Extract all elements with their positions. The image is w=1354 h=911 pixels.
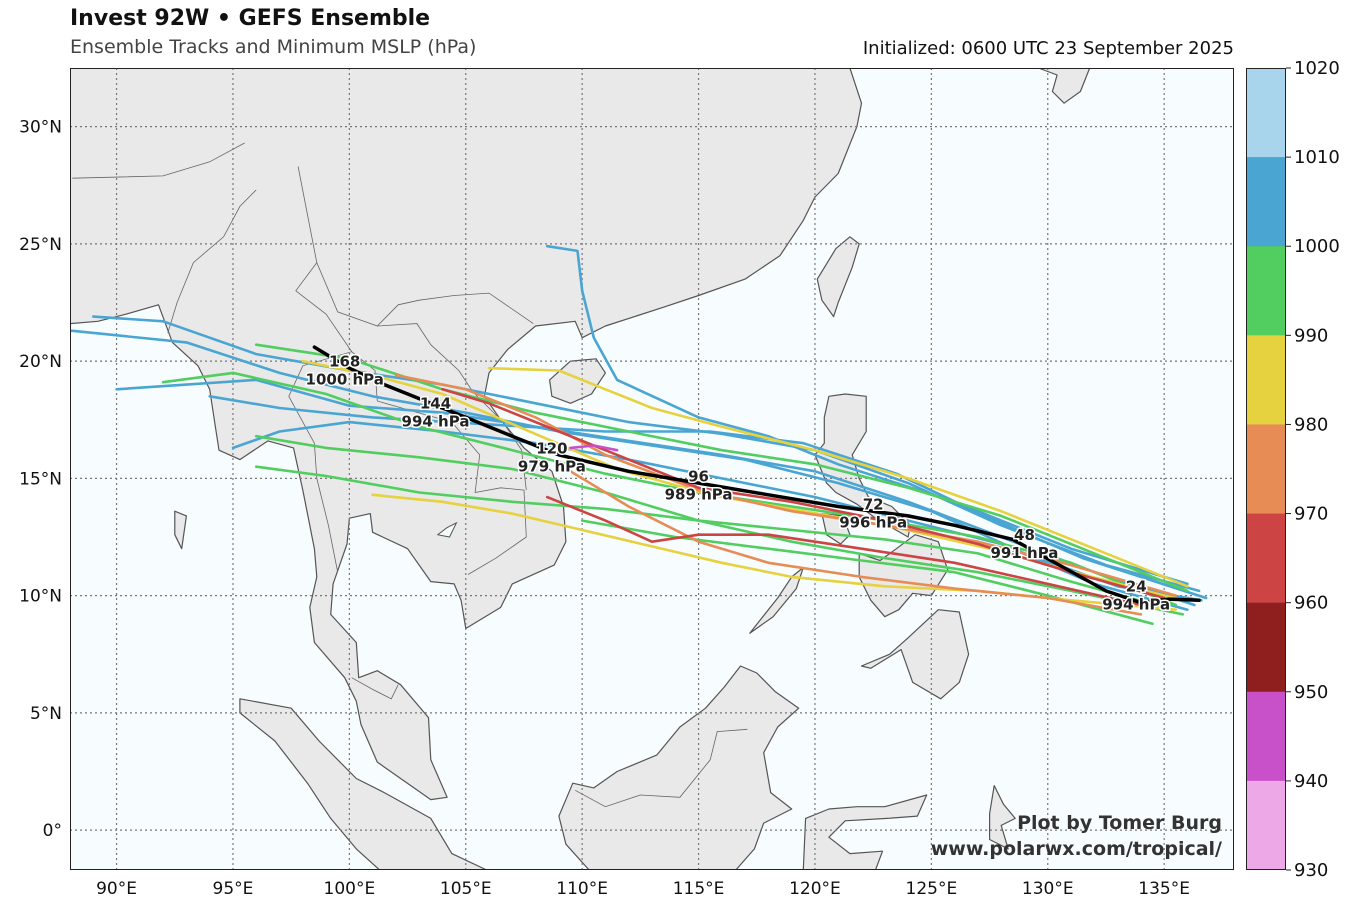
hainan-land <box>549 358 606 404</box>
colorbar-bin <box>1246 335 1286 425</box>
country-border <box>351 677 399 700</box>
graticule <box>70 68 1234 870</box>
mslp-label: 994 hPa <box>402 413 470 431</box>
colorbar-bin <box>1246 68 1286 158</box>
ensemble-mean-track <box>312 345 1201 605</box>
country-border <box>297 166 534 327</box>
latitude-tick-label: 30°N <box>19 118 62 138</box>
forecast-hour-label: 24 <box>1126 578 1147 596</box>
colorbar-tick-label: 980 <box>1294 414 1328 435</box>
country-border <box>72 142 245 179</box>
halmahera-land <box>989 785 1016 850</box>
initialized-time: Initialized: 0600 UTC 23 September 2025 <box>862 38 1234 59</box>
latitude-tick-label: 25°N <box>19 235 62 255</box>
ensemble-member-track <box>161 371 1178 607</box>
sri-tip-island <box>174 510 187 550</box>
ensemble-member-track <box>441 388 1166 600</box>
colorbar-bin <box>1246 246 1286 336</box>
mslp-label: 991 hPa <box>991 544 1059 562</box>
ensemble-member-track <box>208 395 1208 600</box>
latitude-tick-label: 10°N <box>19 587 62 607</box>
longitude-tick-label: 105°E <box>440 879 492 899</box>
ensemble-member-track <box>545 495 1143 607</box>
country-border <box>167 189 257 334</box>
colorbar-tick-label: 960 <box>1294 593 1328 614</box>
tonle-sap-lake <box>436 521 458 538</box>
ensemble-tracks <box>70 244 1208 626</box>
mslp-label: 996 hPa <box>839 514 907 532</box>
colorbar-tick-label: 1000 <box>1294 236 1340 257</box>
taiwan-land <box>816 236 860 318</box>
sumatra-land <box>239 698 488 870</box>
colorbar-bin <box>1246 602 1286 693</box>
longitude-tick-label: 130°E <box>1022 879 1074 899</box>
forecast-hour-label: 120 <box>536 439 567 457</box>
ensemble-member-track <box>487 366 1189 588</box>
latitude-tick-label: 15°N <box>19 469 62 489</box>
longitude-tick-label: 115°E <box>673 879 725 899</box>
kyushu-land <box>1037 68 1091 104</box>
mindanao-land <box>860 609 970 700</box>
longitude-tick-label: 100°E <box>324 879 376 899</box>
latitude-tick-label: 0° <box>43 821 62 841</box>
chart-subtitle: Ensemble Tracks and Minimum MSLP (hPa) <box>70 36 477 58</box>
forecast-hour-label: 144 <box>420 395 451 413</box>
borneo-land <box>558 665 800 870</box>
mslp-label: 994 hPa <box>1102 596 1170 614</box>
forecast-hour-label: 168 <box>329 353 360 371</box>
country-border <box>288 262 353 573</box>
colorbar-tick-label: 930 <box>1294 860 1328 881</box>
country-border <box>575 728 748 808</box>
ensemble-member-track <box>394 373 1178 597</box>
mslp-label: 989 hPa <box>665 485 733 503</box>
colorbar-border <box>1246 68 1286 870</box>
longitude-tick-label: 90°E <box>96 879 137 899</box>
mslp-label: 979 hPa <box>518 457 586 475</box>
colorbar-tick-label: 970 <box>1294 504 1328 525</box>
map-border <box>70 68 1234 870</box>
ensemble-member-track <box>254 465 1166 609</box>
colorbar-bin <box>1246 513 1286 604</box>
forecast-hour-label: 96 <box>688 467 709 485</box>
mslp-label: 1000 hPa <box>306 371 384 389</box>
ensemble-member-track <box>569 444 619 452</box>
colorbar-tick-labels: 1020 1010 1000 990 980 970 960 950 940 930 <box>1286 58 1340 881</box>
mean-track-line <box>312 345 1201 605</box>
mslp-colorbar <box>1246 68 1286 870</box>
longitude-tick-label: 110°E <box>556 879 608 899</box>
ensemble-member-track <box>92 315 1201 593</box>
longitude-tick-label: 95°E <box>213 879 254 899</box>
country-border <box>377 323 527 491</box>
forecast-hour-label: 72 <box>863 496 884 514</box>
longitude-tick-label: 125°E <box>906 879 958 899</box>
chart-title: Invest 92W • GEFS Ensemble <box>70 6 431 31</box>
colorbar-bin <box>1246 157 1286 247</box>
colorbar-bin <box>1246 691 1286 782</box>
sulawesi-land <box>802 794 928 870</box>
colorbar-tick-label: 950 <box>1294 682 1328 703</box>
colorbar-tick-label: 1020 <box>1294 58 1340 79</box>
colorbar-tick-label: 990 <box>1294 325 1328 346</box>
forecast-hour-label: 48 <box>1014 526 1035 544</box>
ensemble-member-track <box>545 244 1189 586</box>
credit-author: Plot by Tomer Burg <box>1017 812 1222 834</box>
credit-url: www.polarwx.com/tropical/ <box>930 838 1222 860</box>
latitude-tick-label: 5°N <box>30 704 62 724</box>
ensemble-member-track <box>557 463 1143 616</box>
colorbar-tick-label: 940 <box>1294 771 1328 792</box>
latitude-tick-label: 20°N <box>19 352 62 372</box>
colorbar-bin <box>1246 780 1286 870</box>
longitude-tick-label: 120°E <box>789 879 841 899</box>
palawan-land <box>749 566 804 634</box>
colorbar-tick-label: 1010 <box>1294 147 1340 168</box>
colorbar-bin <box>1246 424 1286 515</box>
longitude-tick-label: 135°E <box>1138 879 1190 899</box>
